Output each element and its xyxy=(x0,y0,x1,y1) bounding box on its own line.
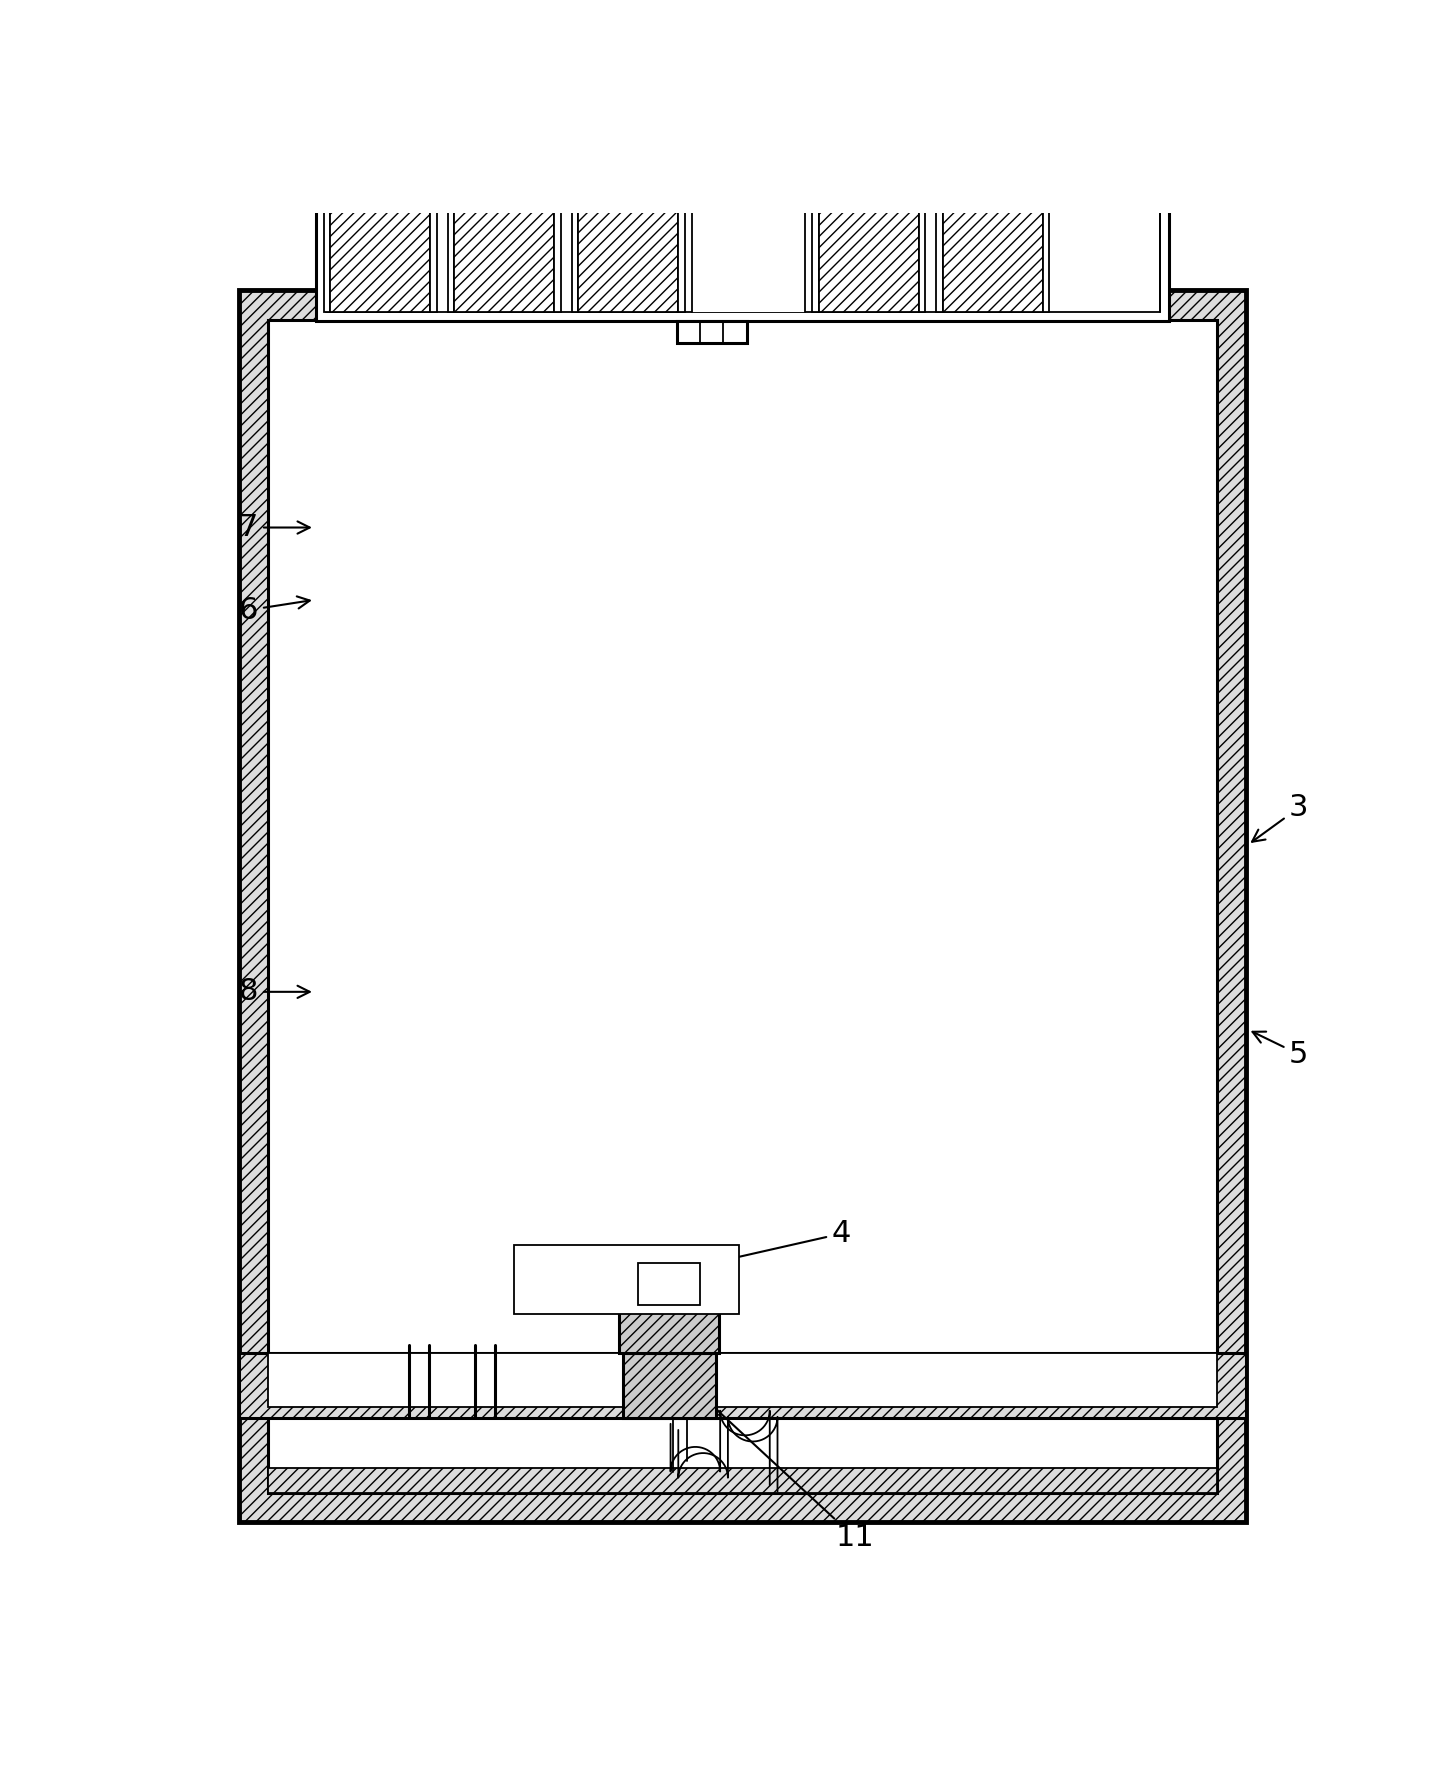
Bar xyxy=(678,0,684,311)
Bar xyxy=(239,290,1246,1522)
Bar xyxy=(1043,0,1048,311)
Bar xyxy=(693,0,804,311)
Bar xyxy=(325,0,1160,311)
Text: 8: 8 xyxy=(239,978,309,1006)
Bar xyxy=(943,0,1043,311)
Bar xyxy=(330,0,431,311)
Bar xyxy=(269,1467,1218,1494)
Text: 11: 11 xyxy=(629,1328,875,1552)
Text: 4: 4 xyxy=(642,1220,852,1282)
Bar xyxy=(324,0,330,311)
Bar xyxy=(619,1300,719,1353)
Bar xyxy=(454,0,554,311)
Text: 3: 3 xyxy=(1252,793,1309,841)
Text: 5: 5 xyxy=(1252,1031,1309,1069)
Bar xyxy=(813,0,818,311)
Bar xyxy=(677,322,746,343)
Bar xyxy=(573,0,578,311)
Bar xyxy=(818,0,918,311)
Bar xyxy=(513,1245,739,1314)
Text: 6: 6 xyxy=(239,596,309,624)
Bar xyxy=(431,0,437,311)
Bar xyxy=(269,1353,1218,1406)
Bar xyxy=(622,1353,716,1419)
Bar xyxy=(554,0,561,311)
Bar xyxy=(269,320,1218,1494)
Bar xyxy=(317,0,1168,322)
Text: 7: 7 xyxy=(239,514,309,542)
Bar xyxy=(937,0,943,311)
Bar xyxy=(578,0,678,311)
Bar xyxy=(239,1353,1246,1419)
Bar xyxy=(918,0,925,311)
Bar xyxy=(638,1262,700,1305)
Bar xyxy=(448,0,454,311)
